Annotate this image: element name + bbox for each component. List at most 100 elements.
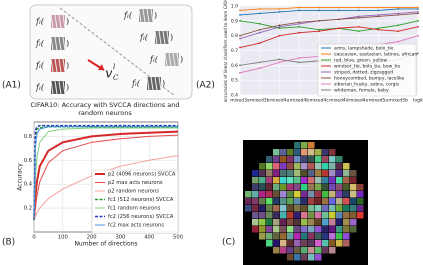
point: [239, 46, 241, 49]
thumbnail: [259, 219, 266, 226]
point: [337, 27, 340, 30]
point: [239, 64, 241, 67]
y-tick-label: 0.6: [24, 158, 32, 164]
thumbnail: [329, 184, 336, 191]
stripe: [146, 8, 150, 23]
panel-label: (C): [222, 238, 235, 248]
legend-box: [317, 43, 417, 97]
series-line: [239, 12, 419, 37]
series-line: [33, 130, 179, 221]
thumbnail: [350, 205, 357, 212]
node-label: fₗ(: [35, 83, 45, 92]
stripe: [58, 80, 62, 95]
thumbnail: [294, 142, 301, 149]
thumbnail: [308, 254, 315, 261]
thumbnail: [280, 149, 287, 156]
thumbnail: [280, 219, 287, 226]
thumbnail: [266, 156, 273, 163]
thumbnail: [315, 233, 322, 240]
thumbnail: [273, 156, 280, 163]
point: [298, 31, 301, 34]
thumbnail: [301, 191, 308, 198]
thumbnail: [266, 212, 273, 219]
thumbnail: [266, 184, 273, 191]
point: [278, 58, 281, 61]
point: [417, 52, 419, 55]
thumbnail: [329, 149, 336, 156]
stripe: [176, 52, 180, 67]
node-close: ): [154, 11, 157, 20]
node-close: ): [66, 39, 69, 48]
point: [239, 37, 241, 40]
node-image: [155, 31, 169, 44]
thumbnail: [273, 184, 280, 191]
series-line: [239, 8, 418, 16]
point: [258, 31, 261, 34]
thumbnail: [252, 226, 259, 233]
series-line: [239, 7, 418, 11]
series-line: [33, 134, 179, 221]
thumbnail: [259, 191, 266, 198]
thumbnail: [280, 247, 287, 254]
y-axis-label: Accuracy: [17, 163, 24, 191]
point: [258, 28, 261, 31]
stripe: [150, 8, 154, 23]
node-label: fₗ(: [139, 33, 149, 42]
thumbnail: [301, 184, 308, 191]
thumbnail: [329, 163, 336, 170]
thumbnail: [273, 191, 280, 198]
stripe: [154, 30, 158, 45]
thumbnail: [252, 191, 259, 198]
thumbnail: [301, 212, 308, 219]
point: [337, 6, 340, 9]
thumbnail: [266, 177, 273, 184]
node-close: ): [170, 33, 173, 42]
stripe: [58, 58, 62, 73]
thumbnail: [315, 177, 322, 184]
x-axis-label: Number of directions: [74, 241, 137, 248]
legend-label: fc2 (256 neurons) SVCCA: [108, 214, 174, 220]
point: [357, 25, 360, 28]
y-tick-label: 1.0: [231, 4, 238, 10]
point: [397, 40, 400, 43]
thumbnail: [273, 226, 280, 233]
thumbnail: [308, 205, 315, 212]
thumbnail: [294, 240, 301, 247]
thumbnail: [329, 233, 336, 240]
node-image: [51, 81, 65, 94]
thumbnail: [301, 177, 308, 184]
stripe: [164, 52, 168, 67]
thumbnail: [301, 254, 308, 261]
point: [298, 21, 301, 24]
stripe: [54, 14, 58, 29]
y-tick-label: 0.4: [231, 93, 238, 99]
point: [397, 12, 400, 15]
thumbnail: [287, 240, 294, 247]
point: [417, 11, 419, 13]
diagram-box: [29, 4, 193, 100]
thumbnail: [308, 198, 315, 205]
stripe: [168, 52, 172, 67]
thumbnail: [294, 191, 301, 198]
thumbnail: [308, 226, 315, 233]
legend-label: fc1 random neurons: [108, 206, 161, 212]
stripe: [146, 76, 150, 91]
thumbnail: [336, 156, 343, 163]
thumbnail: [322, 177, 329, 184]
stripe: [150, 76, 154, 91]
thumbnail: [301, 240, 308, 247]
thumbnail: [336, 177, 343, 184]
thumbnail: [357, 191, 364, 198]
thumbnail: [294, 149, 301, 156]
stripe: [62, 80, 66, 95]
y-tick-label: 0.8: [24, 134, 32, 140]
thumbnail: [308, 247, 315, 254]
thumbnail: [315, 254, 322, 261]
thumbnail: [343, 191, 350, 198]
thumbnail: [308, 163, 315, 170]
thumbnail: [266, 163, 273, 170]
thumbnail: [266, 240, 273, 247]
node-image: [51, 15, 65, 28]
point: [298, 6, 301, 9]
x-tick-label: 200: [87, 235, 97, 241]
